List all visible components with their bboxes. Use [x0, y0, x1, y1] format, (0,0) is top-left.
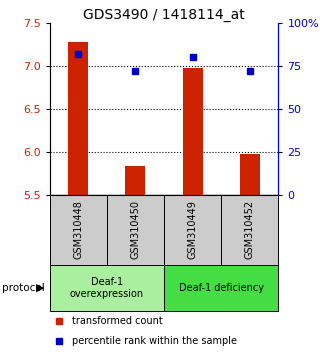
Bar [125, 166, 145, 195]
Text: Deaf-1
overexpression: Deaf-1 overexpression [70, 277, 144, 299]
Text: protocol: protocol [2, 283, 44, 293]
Title: GDS3490 / 1418114_at: GDS3490 / 1418114_at [83, 8, 245, 22]
Text: GSM310448: GSM310448 [73, 200, 83, 259]
Text: GSM310452: GSM310452 [245, 200, 255, 259]
Text: GSM310449: GSM310449 [188, 200, 198, 259]
Bar [164, 195, 221, 265]
Text: percentile rank within the sample: percentile rank within the sample [73, 336, 237, 346]
Bar [240, 154, 260, 195]
Bar [50, 265, 164, 312]
Bar [68, 42, 88, 195]
Text: GSM310450: GSM310450 [131, 200, 140, 259]
Text: Deaf-1 deficiency: Deaf-1 deficiency [179, 283, 264, 293]
Bar [221, 195, 278, 265]
Bar [164, 265, 278, 312]
Text: ▶: ▶ [36, 283, 44, 293]
Bar [50, 195, 107, 265]
Bar [107, 195, 164, 265]
Bar [183, 68, 203, 195]
Text: transformed count: transformed count [73, 316, 163, 326]
